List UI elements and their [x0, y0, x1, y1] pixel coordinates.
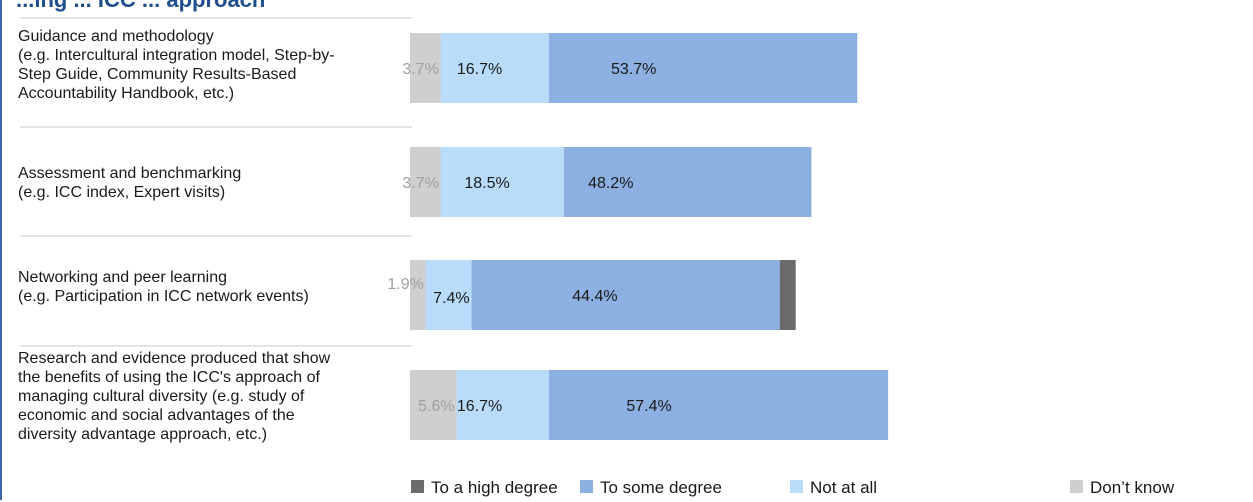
bar-segment — [410, 33, 441, 103]
bar-segment — [410, 260, 426, 330]
legend-label: Don’t know — [1090, 478, 1175, 497]
bar-segment — [410, 370, 457, 440]
legend-label: Not at all — [810, 478, 877, 497]
data-label: 57.4% — [626, 398, 671, 415]
data-label: 7.4% — [433, 290, 469, 307]
data-label: 53.7% — [611, 61, 656, 78]
bar-segment — [410, 147, 441, 217]
data-label: 16.7% — [457, 61, 502, 78]
legend-swatch — [790, 480, 803, 493]
data-label: 3.7% — [402, 61, 438, 78]
row-label-networking: Networking and peer learning (e.g. Parti… — [18, 269, 309, 305]
data-label: 48.2% — [588, 175, 633, 192]
chart-title: ...ing ... ICC ... approach — [16, 0, 516, 12]
data-label: 18.5% — [464, 175, 509, 192]
legend-swatch — [1070, 480, 1083, 493]
data-label: 5.6% — [418, 398, 454, 415]
legend-label: To a high degree — [431, 478, 558, 497]
row-label-research: Research and evidence produced that show… — [18, 350, 331, 443]
legend-swatch — [411, 480, 424, 493]
data-label: 1.9% — [387, 276, 423, 293]
row-label-assessment: Assessment and benchmarking (e.g. ICC in… — [18, 165, 242, 201]
data-label: 3.7% — [402, 175, 438, 192]
row-label-guidance: Guidance and methodology (e.g. Intercult… — [18, 28, 335, 102]
data-label: 16.7% — [457, 398, 502, 415]
legend-swatch — [580, 480, 593, 493]
data-label: 44.4% — [572, 288, 617, 305]
legend-label: To some degree — [600, 478, 722, 497]
